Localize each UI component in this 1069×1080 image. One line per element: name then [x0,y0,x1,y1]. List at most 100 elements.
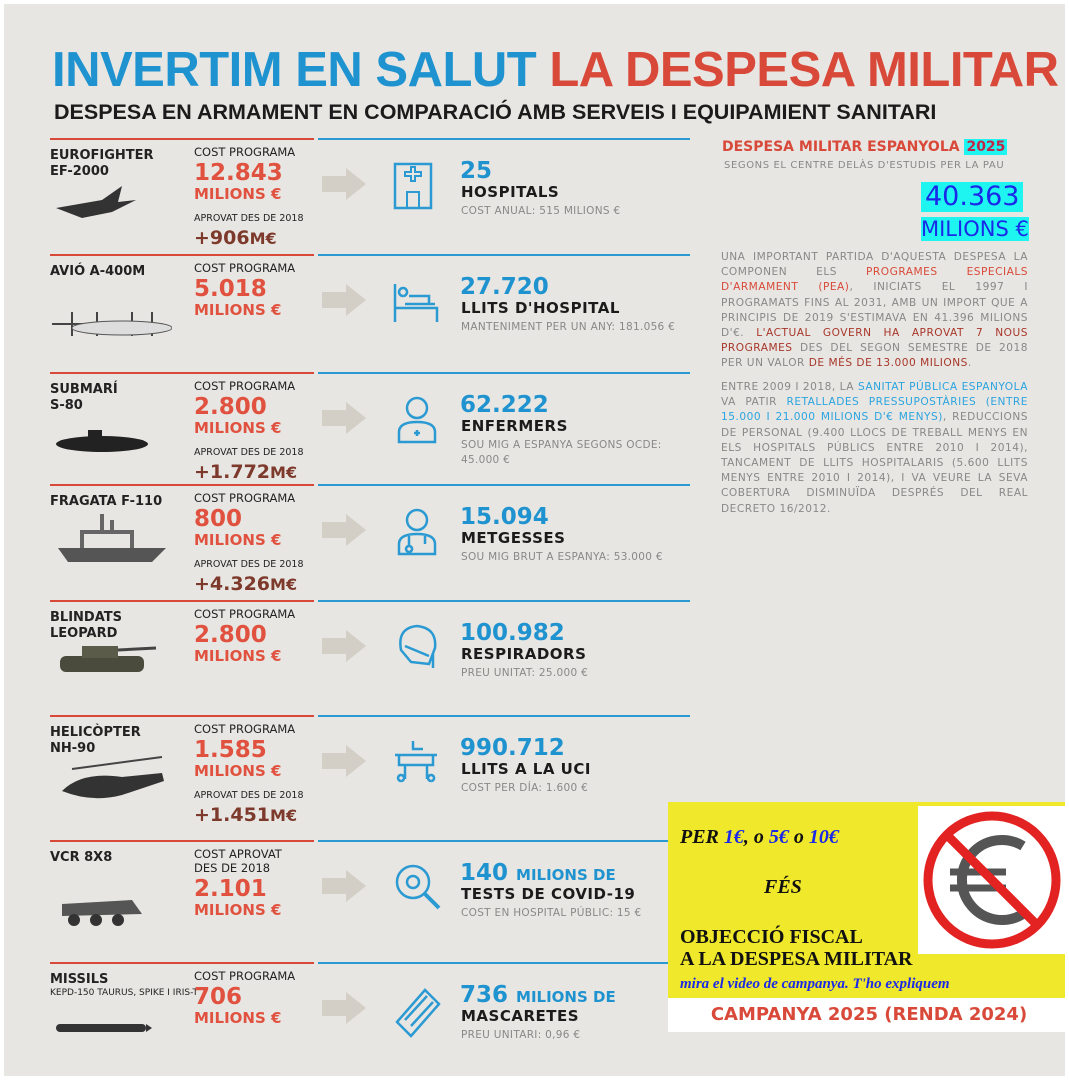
icon [393,162,433,210]
health-icon [389,982,447,1044]
text: , REDUCCIONS DE PERSONAL (9.400 LLOCS DE… [721,411,1028,515]
text: , o [743,826,769,848]
arrow [320,743,370,783]
health-label: TESTS DE COVID-19 [461,885,636,903]
cost-label-line: COST PROGRAMA [194,722,296,736]
weapon-name-line: AVIÓ A-400M [50,264,146,279]
cost-unit: MILIONS € [194,901,282,919]
increase-value: +906 [194,227,250,249]
arrow [320,990,370,1030]
row: AVIÓ A-400M COST PROGRAMA 5.018 MILIONS € 27… [4,254,694,369]
cost-label-line: COST PROGRAMA [194,379,296,393]
cost-label-line: COST PROGRAMA [194,145,296,159]
cost-value: 5.018 [194,276,267,302]
text: , INICIATS EL 1997 I PROGRAMATS FINS AL … [721,281,1028,340]
cost-label: COST PROGRAMA [194,379,295,393]
increase: +906M€ [194,227,277,249]
cost-unit: MILIONS € [194,1009,282,1027]
vehicle-silhouette [56,1024,152,1032]
total-unit: MILIONS € [921,217,1029,241]
increase-unit: M€ [270,463,298,482]
video-link[interactable]: mira el video de campanya. T'ho explique… [680,976,950,992]
vehicle-silhouette [56,186,136,218]
divider [50,372,314,374]
health-note: MANTENIMENT PER UN ANY: 181.056 € [461,321,676,333]
divider [318,600,690,602]
health-icon [389,735,447,797]
side-heading-text: DESPESA MILITAR ESPANYOLA [722,139,960,155]
divider [318,372,690,374]
highlight: L'ACTUAL GOVERN HA APROVAT 7 NOUS PROGRA… [721,327,1028,355]
health-number-value: 140 [460,860,509,886]
campaign-line: OBJECCIÓ FISCAL [680,926,863,948]
campaign-banner[interactable]: PER 1€, o 5€ o 10€ FÉS OBJECCIÓ FISCAL A… [668,802,1065,998]
health-icon [389,158,447,220]
approved-label: APROVAT DES DE 2018 [194,213,304,224]
cost-value: 2.800 [194,622,267,648]
cost-label: COST APROVAT DES DE 2018 [194,847,282,875]
approved-label: APROVAT DES DE 2018 [194,447,304,458]
vehicle-silhouette [52,312,173,336]
vehicle-image [52,636,172,700]
vehicle-image [52,508,172,572]
text: ENTRE 2009 I 2018, LA [721,381,858,393]
cost-label-line: COST PROGRAMA [194,607,296,621]
approved-label: APROVAT DES DE 2018 [194,559,304,570]
cost-label: COST PROGRAMA [194,969,295,983]
cost-label: COST PROGRAMA [194,261,295,275]
icon [395,988,441,1038]
cost-unit: MILIONS € [194,419,282,437]
health-label: ENFERMERS [461,417,568,435]
divider [50,138,314,140]
weapon-name-line: FRAGATA F-110 [50,494,163,509]
weapon-name-line: BLINDATS [50,610,122,625]
cost-label: COST PROGRAMA [194,491,295,505]
highlight: PROGRAMES ESPECIALS D'ARMAMENT (PEA) [721,266,1029,294]
health-number-value: 25 [460,158,493,184]
icon [395,741,437,783]
increase-value: +1.772 [194,461,271,483]
vehicle-silhouette [62,756,164,799]
cost-value: 2.800 [194,394,267,420]
divider [318,962,690,964]
weapon-name: VCR 8X8 [50,850,112,866]
health-label: LLITS A LA UCI [461,760,591,778]
weapon-name-line: LEOPARD [50,626,118,641]
health-number-value: 736 [460,982,509,1008]
weapon-name: EUROFIGHTER EF-2000 [50,148,154,180]
health-icon [389,860,447,922]
row: FRAGATA F-110 COST PROGRAMA 800 MILIONS € AP… [4,484,694,599]
amount: 5€ [768,826,789,848]
campaign-line: FÉS [764,876,802,898]
health-number-value: 15.094 [460,504,549,530]
cost-unit: MILIONS € [194,762,282,780]
weapon-name: HELICÒPTER NH-90 [50,725,141,757]
health-label: RESPIRADORS [461,645,587,663]
vehicle-silhouette [56,430,148,452]
health-number: 990.712 [460,735,565,761]
icon [393,284,439,322]
cost-label-line: DES DE 2018 [194,861,271,875]
divider [50,254,314,256]
cost-unit: MILIONS € [194,647,282,665]
weapon-name: MISSILS KEPD-150 TAURUS, SPIKE I IRIS-T [50,972,198,999]
campaign-footer: CAMPANYA 2025 (RENDA 2024) [668,998,1065,1032]
health-number-value: 62.222 [460,392,549,418]
vehicle-image [52,751,172,815]
title-blue: INVERTIM EN SALUT [52,43,537,97]
arrow [320,166,370,206]
weapon-subname: KEPD-150 TAURUS, SPIKE I IRIS-T [50,988,199,998]
weapon-name: FRAGATA F-110 [50,494,162,510]
health-note: PREU UNITAT: 25.000 € [461,667,589,679]
cost-value: 12.843 [194,160,283,186]
approved-label: APROVAT DES DE 2018 [194,790,304,801]
health-number-suffix: MILIONS DE [516,988,616,1006]
vehicle-image [52,302,173,366]
increase: +4.326M€ [194,573,297,595]
text: VA PATIR [721,396,787,409]
no-euro-icon [918,806,1065,954]
health-icon [389,620,447,682]
increase-unit: M€ [270,575,298,594]
divider [50,840,314,842]
arrow [320,868,370,908]
